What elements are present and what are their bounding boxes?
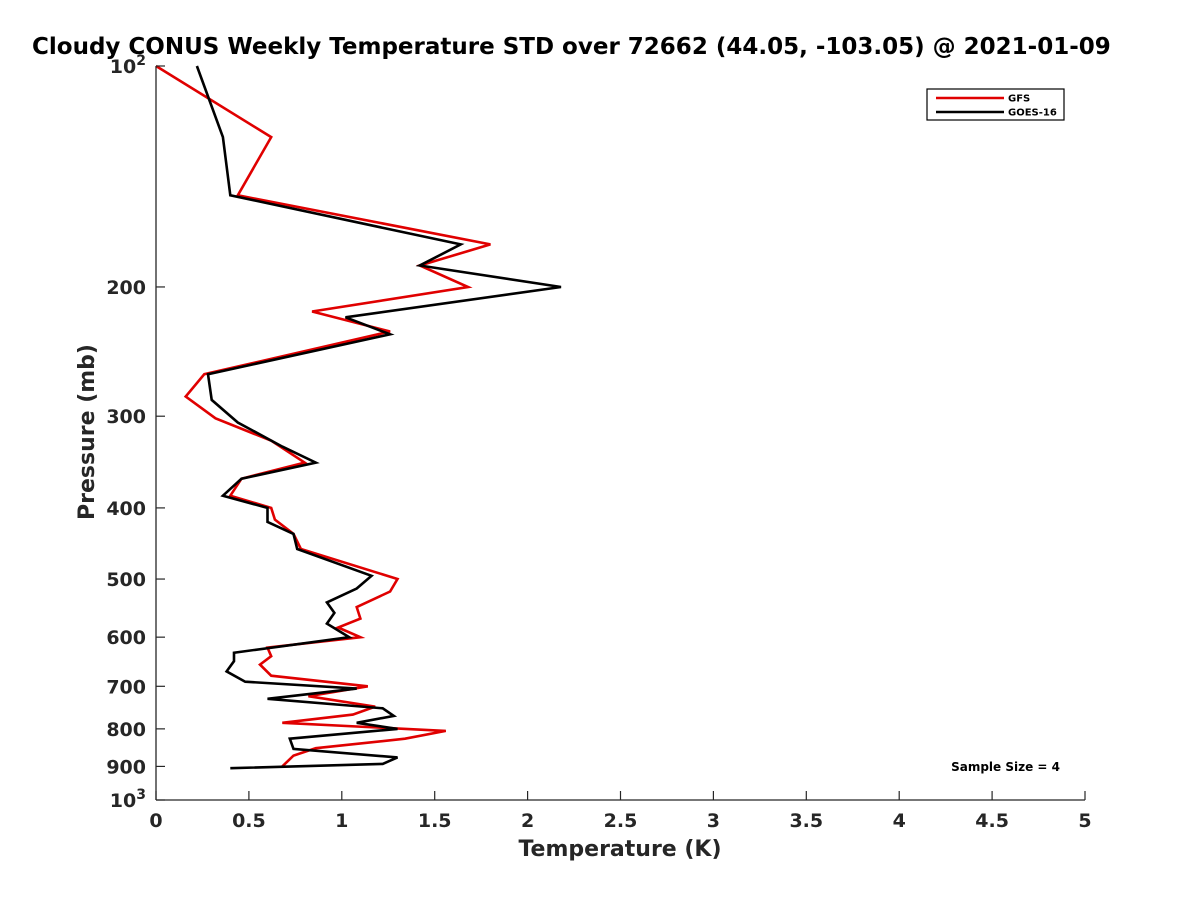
x-tick-label: 2.5 [604,810,638,832]
y-tick-label: 200 [106,277,146,299]
legend-entry-label: GFS [1008,94,1030,105]
x-tick-label: 1 [335,810,348,832]
x-axis-label: Temperature (K) [518,837,721,862]
x-tick-label: 5 [1078,810,1091,832]
y-tick-label: 800 [106,719,146,741]
x-tick-label: 0.5 [232,810,266,832]
x-tick-label: 4 [893,810,906,832]
x-tick-label: 3 [707,810,720,832]
y-axis-label: Pressure (mb) [75,344,100,520]
y-tick-label: 700 [106,676,146,698]
y-tick-label: 500 [106,569,146,591]
legend-box [926,88,1065,121]
y-tick-label: 300 [106,406,146,428]
legend-entry-label: GOES-16 [1008,108,1057,119]
x-tick-label: 1.5 [418,810,452,832]
chart-title: Cloudy CONUS Weekly Temperature STD over… [32,34,1111,60]
x-tick-label: 4.5 [975,810,1009,832]
y-tick-label: 102 [110,53,146,78]
x-tick-label: 2 [521,810,534,832]
y-tick-label: 900 [106,756,146,778]
sample-size-annotation: Sample Size = 4 [951,760,1060,774]
y-tick-label: 600 [106,627,146,649]
x-tick-label: 3.5 [789,810,823,832]
y-tick-label: 400 [106,498,146,520]
plot-area [155,64,562,770]
axes: 0 0.5 1 1.5 2 2.5 3 3.5 4 4.5 5 102 200 300 400 500 600 7… [106,53,1091,832]
y-tick-label: 103 [110,787,146,812]
legend: GFS GOES-16 [926,88,1065,121]
x-tick-label: 0 [149,810,162,832]
series-line-goes-16 [195,65,562,770]
series-line-gfs [155,64,491,768]
